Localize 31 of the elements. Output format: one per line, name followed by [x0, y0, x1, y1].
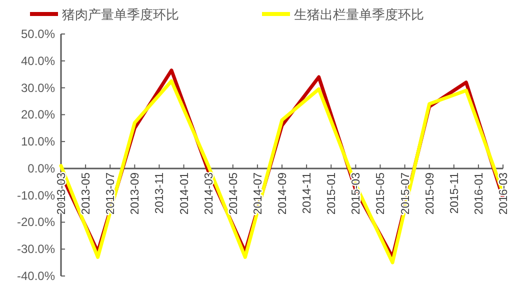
x-tick-label: 2013-05 — [80, 172, 93, 215]
x-tick-label: 2016-03 — [498, 172, 510, 215]
y-tick-label: -40.0% — [16, 269, 56, 283]
x-tick-label: 2014-03 — [203, 172, 216, 215]
x-tick-label: 2014-05 — [228, 172, 240, 215]
x-tick-label: 2014-09 — [277, 172, 289, 215]
legend-label: 猪肉产量单季度环比 — [62, 7, 179, 22]
x-tick-label: 2015-09 — [424, 172, 436, 215]
legend-label: 生猪出栏量单季度环比 — [294, 7, 424, 22]
x-tick-label: 2014-07 — [252, 172, 264, 215]
x-tick-label: 2015-03 — [350, 172, 363, 215]
x-tick-label: 2015-01 — [326, 172, 338, 215]
x-tick-label: 2016-01 — [473, 172, 486, 215]
y-tick-label: 20.0% — [20, 108, 56, 122]
y-tick-label: -10.0% — [16, 188, 56, 202]
x-tick-label: 2015-07 — [400, 172, 412, 215]
y-tick-label: 50.0% — [20, 27, 56, 41]
y-tick-label: -30.0% — [16, 242, 56, 256]
y-tick-label: -20.0% — [16, 215, 56, 230]
x-tick-label: 2015-05 — [375, 172, 388, 215]
x-tick-label: 2013-03 — [56, 172, 68, 215]
x-tick-label: 2013-09 — [130, 172, 142, 215]
x-tick-label: 2014-01 — [178, 172, 191, 215]
y-tick-label: 0.0% — [28, 161, 56, 176]
y-tick-label: 10.0% — [20, 134, 56, 149]
y-tick-label: 40.0% — [20, 54, 56, 68]
y-tick-label: 30.0% — [20, 80, 56, 95]
x-tick-label: 2015-11 — [448, 172, 461, 214]
x-tick-label: 2014-11 — [302, 172, 314, 214]
x-tick-label: 2013-11 — [154, 172, 166, 214]
x-tick-label: 2013-07 — [105, 172, 118, 215]
